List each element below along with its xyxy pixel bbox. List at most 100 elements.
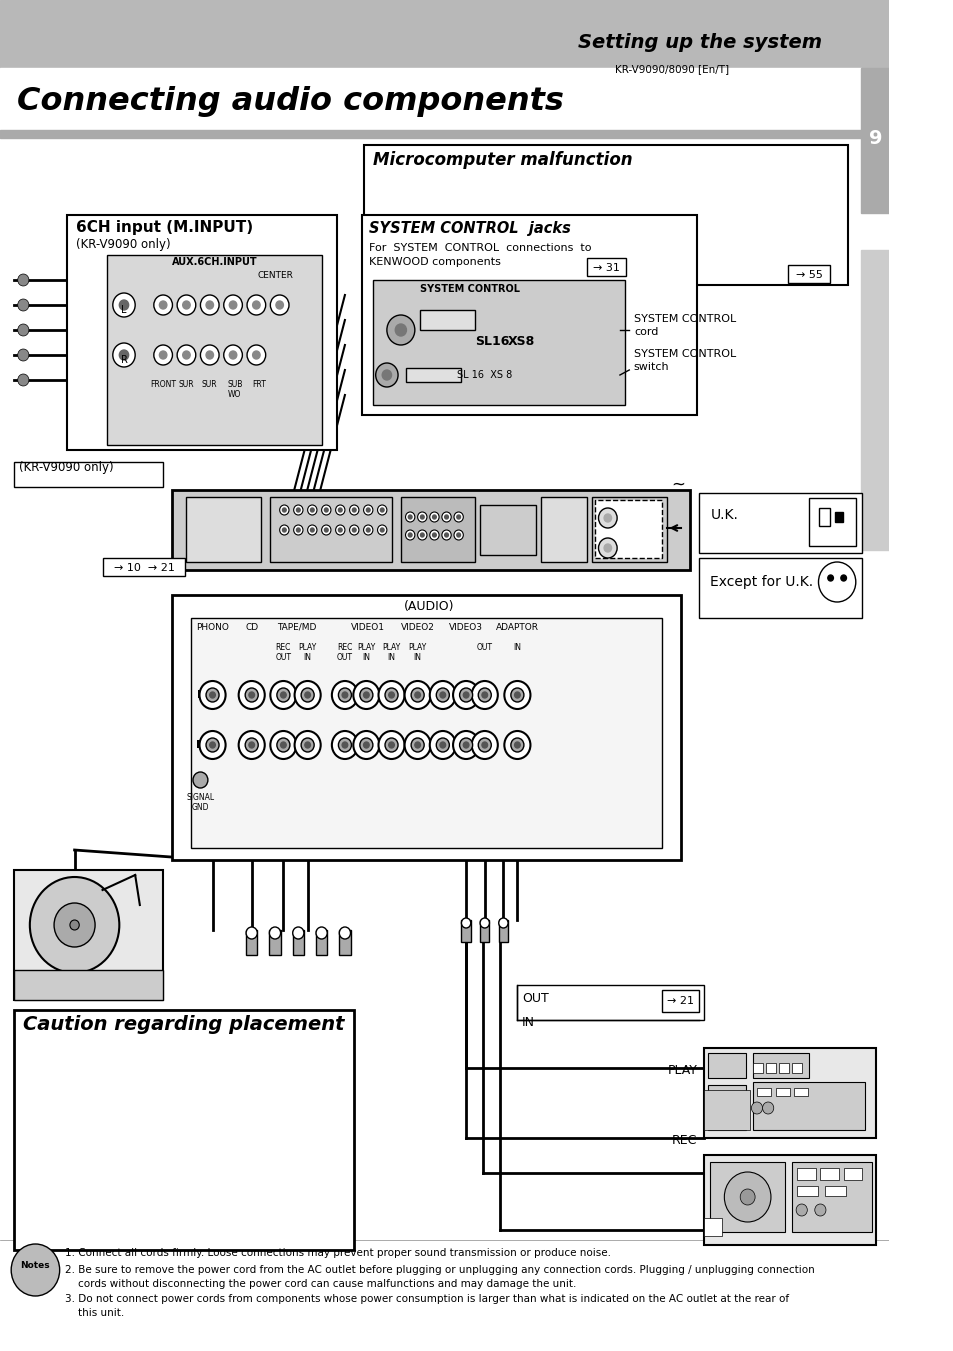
Bar [517, 985, 703, 1020]
Circle shape [380, 528, 384, 532]
Circle shape [598, 538, 617, 558]
Circle shape [276, 688, 290, 703]
Bar [703, 1090, 750, 1129]
Circle shape [339, 927, 350, 939]
Circle shape [338, 508, 342, 512]
Bar [479, 505, 536, 555]
Circle shape [429, 530, 438, 540]
Circle shape [818, 562, 855, 603]
Circle shape [279, 526, 289, 535]
Bar [824, 1186, 844, 1196]
Circle shape [249, 692, 254, 698]
Bar [102, 558, 184, 576]
Circle shape [366, 528, 370, 532]
Circle shape [751, 1102, 761, 1115]
Text: REC: REC [671, 1133, 697, 1147]
Bar [792, 1063, 801, 1073]
Circle shape [441, 530, 451, 540]
Circle shape [404, 681, 430, 709]
Circle shape [332, 681, 357, 709]
Text: SL16: SL16 [475, 335, 509, 349]
Circle shape [603, 544, 611, 553]
Text: 2. Be sure to remove the power cord from the AC outlet before plugging or unplug: 2. Be sure to remove the power cord from… [65, 1265, 814, 1275]
Circle shape [796, 1204, 806, 1216]
Text: Notes: Notes [21, 1260, 51, 1270]
Bar [172, 594, 679, 861]
Circle shape [385, 738, 397, 753]
Circle shape [275, 301, 283, 309]
Circle shape [411, 738, 424, 753]
Circle shape [247, 295, 265, 315]
Circle shape [510, 738, 523, 753]
Circle shape [477, 738, 491, 753]
Circle shape [18, 299, 29, 311]
Text: VIDEO2: VIDEO2 [400, 623, 435, 632]
Circle shape [454, 512, 463, 521]
Circle shape [224, 295, 242, 315]
Circle shape [301, 688, 314, 703]
Circle shape [159, 301, 167, 309]
Circle shape [206, 688, 219, 703]
Bar [14, 870, 163, 1000]
Bar [703, 1219, 721, 1236]
Bar [753, 1063, 761, 1073]
Circle shape [441, 512, 451, 521]
Text: SL 16  XS 8: SL 16 XS 8 [456, 370, 512, 380]
Text: ADAPTOR: ADAPTOR [496, 623, 538, 632]
Circle shape [420, 515, 424, 519]
Circle shape [359, 688, 373, 703]
Circle shape [411, 688, 424, 703]
Circle shape [18, 349, 29, 361]
Circle shape [417, 512, 427, 521]
Text: cords without disconnecting the power cord can cause malfunctions and may damage: cords without disconnecting the power co… [65, 1279, 576, 1289]
Circle shape [338, 738, 351, 753]
Circle shape [153, 295, 172, 315]
Circle shape [119, 300, 129, 309]
Circle shape [245, 738, 258, 753]
Bar [861, 68, 888, 213]
Bar [270, 497, 391, 562]
Circle shape [332, 731, 357, 759]
Circle shape [352, 508, 355, 512]
Circle shape [247, 345, 265, 365]
Text: ~: ~ [671, 476, 684, 494]
Circle shape [477, 688, 491, 703]
Circle shape [382, 370, 391, 380]
Bar [592, 497, 666, 562]
Circle shape [229, 351, 236, 359]
Circle shape [321, 526, 331, 535]
Bar [400, 497, 475, 562]
Text: TAPE/MD: TAPE/MD [276, 623, 315, 632]
Bar [796, 1186, 817, 1196]
Circle shape [253, 301, 260, 309]
Circle shape [395, 324, 406, 336]
Text: PLAY
IN: PLAY IN [356, 643, 375, 662]
Circle shape [461, 917, 470, 928]
Circle shape [159, 351, 167, 359]
Circle shape [342, 692, 347, 698]
Circle shape [363, 526, 373, 535]
Text: U.K.: U.K. [710, 508, 738, 521]
Bar [779, 1063, 788, 1073]
Circle shape [315, 927, 327, 939]
Circle shape [153, 345, 172, 365]
Circle shape [363, 505, 373, 515]
Bar [703, 1048, 876, 1138]
Bar [708, 1052, 745, 1078]
Circle shape [514, 692, 519, 698]
Text: FRT: FRT [252, 380, 266, 389]
Circle shape [405, 530, 415, 540]
Bar [498, 920, 508, 942]
Circle shape [177, 345, 195, 365]
Bar [594, 500, 661, 558]
Bar [587, 258, 626, 276]
Circle shape [504, 681, 530, 709]
Circle shape [359, 738, 373, 753]
Circle shape [338, 688, 351, 703]
Bar [753, 1082, 864, 1129]
Circle shape [388, 692, 394, 698]
Bar [419, 309, 475, 330]
Text: L: L [121, 305, 127, 315]
Circle shape [342, 742, 347, 748]
Circle shape [238, 731, 265, 759]
